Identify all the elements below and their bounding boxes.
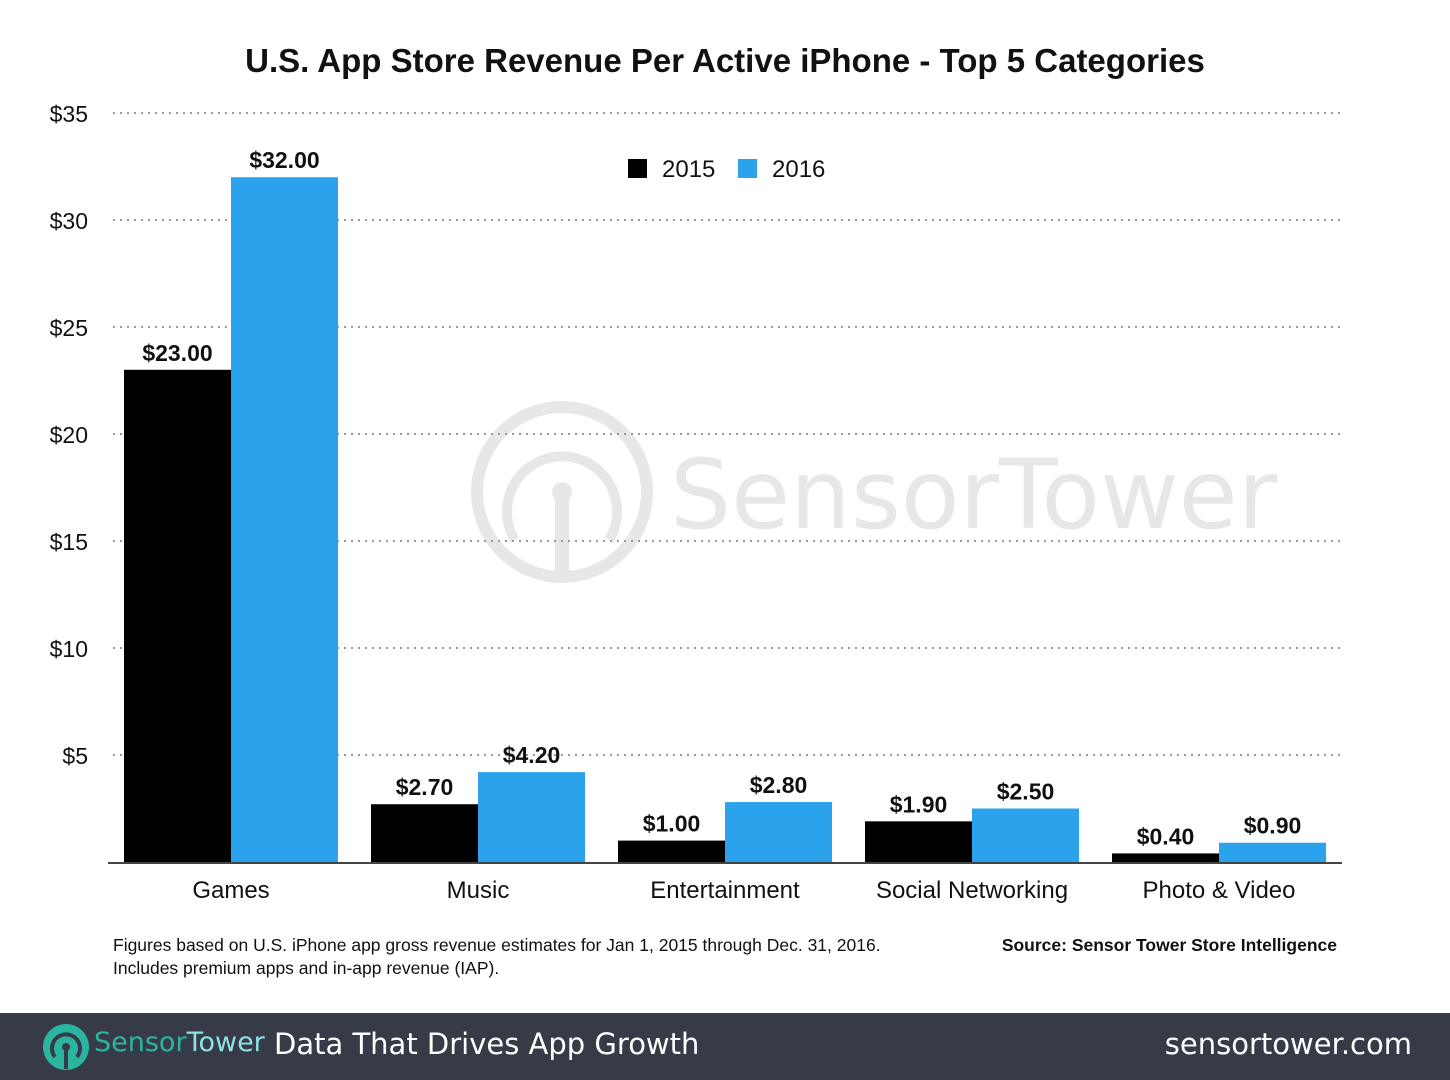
- data-label: $2.50: [997, 779, 1055, 805]
- data-label: $0.40: [1137, 823, 1195, 849]
- data-label: $23.00: [142, 340, 212, 366]
- y-tick-label: $15: [50, 529, 88, 555]
- data-label: $1.90: [890, 791, 948, 817]
- data-label: $2.80: [750, 772, 808, 798]
- x-tick-label: Social Networking: [876, 877, 1068, 904]
- x-tick-label: Music: [447, 877, 510, 904]
- footnote-line2: Includes premium apps and in-app revenue…: [113, 958, 500, 978]
- bar-2015: [371, 804, 478, 862]
- source-note: Source: Sensor Tower Store Intelligence: [1001, 935, 1337, 955]
- y-tick-label: $35: [50, 101, 88, 127]
- data-label: $32.00: [249, 147, 319, 173]
- bar-2015: [865, 821, 972, 862]
- x-tick-label: Photo & Video: [1142, 877, 1295, 904]
- y-tick-label: $10: [50, 636, 88, 662]
- footer-logo-text: SensorTower: [94, 1027, 265, 1058]
- bar-2015: [618, 840, 725, 862]
- data-label: $2.70: [396, 774, 454, 800]
- y-tick-label: $5: [62, 743, 88, 769]
- data-label: $4.20: [503, 742, 561, 768]
- y-tick-label: $30: [50, 208, 88, 234]
- y-tick-label: $25: [50, 315, 88, 341]
- bar-chart: SensorTower $5 $10 $15 $20 $25 $30 $35 $23.00 $…: [50, 101, 1342, 904]
- chart-title: U.S. App Store Revenue Per Active iPhone…: [245, 42, 1205, 79]
- data-label: $0.90: [1244, 813, 1302, 839]
- legend-swatch-2015: [628, 159, 647, 178]
- footer-bar: SensorTower Data That Drives App Growth …: [0, 1013, 1450, 1080]
- legend-swatch-2016: [738, 159, 757, 178]
- legend-label: 2015: [662, 156, 715, 183]
- y-tick-label: $20: [50, 422, 88, 448]
- x-tick-label: Games: [192, 877, 269, 904]
- x-tick-label: Entertainment: [650, 877, 800, 904]
- legend-label: 2016: [772, 156, 825, 183]
- bar-2015: [124, 369, 231, 862]
- bar-2016: [1219, 842, 1326, 862]
- bar-2016: [478, 772, 585, 862]
- sensortower-logo-icon: [43, 1024, 89, 1070]
- bar-2015: [1112, 853, 1219, 862]
- sensortower-watermark: SensorTower: [471, 401, 1278, 583]
- bar-2016: [725, 802, 832, 862]
- bar-2016: [231, 177, 338, 862]
- svg-text:SensorTower: SensorTower: [670, 439, 1278, 551]
- bar-2016: [972, 808, 1079, 862]
- footer-url[interactable]: sensortower.com: [1164, 1027, 1412, 1061]
- data-label: $1.00: [643, 811, 701, 837]
- footnote-line1: Figures based on U.S. iPhone app gross r…: [113, 935, 881, 955]
- footer-tagline: Data That Drives App Growth: [274, 1027, 700, 1061]
